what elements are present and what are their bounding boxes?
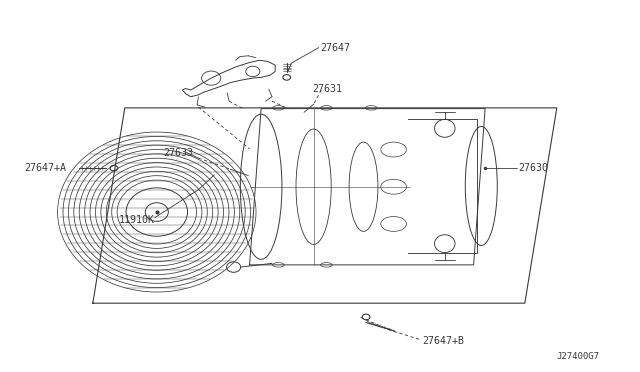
Text: 27647: 27647 <box>320 44 350 53</box>
Text: 11910K: 11910K <box>118 215 154 225</box>
Text: 27647+B: 27647+B <box>422 337 465 346</box>
Text: 27631: 27631 <box>312 84 342 93</box>
Text: 27647+A: 27647+A <box>24 163 67 173</box>
Text: 27630: 27630 <box>518 163 548 173</box>
Text: 27633: 27633 <box>163 148 193 157</box>
Text: J27400G7: J27400G7 <box>557 352 600 361</box>
